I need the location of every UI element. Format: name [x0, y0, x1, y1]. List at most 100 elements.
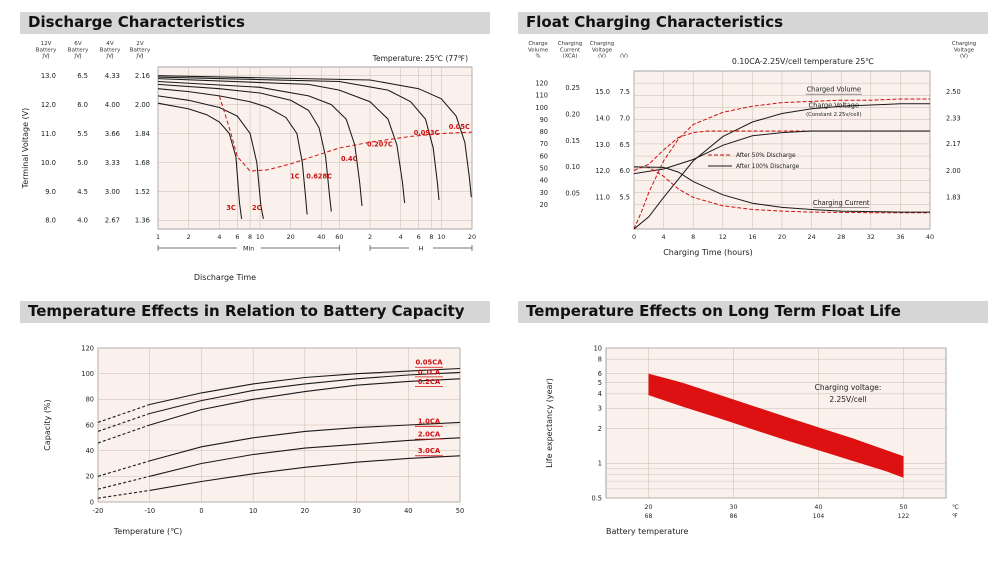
svg-text:80: 80 [86, 396, 94, 404]
svg-text:0.10CA-2.25V/cell temperature: 0.10CA-2.25V/cell temperature 25℃ [732, 57, 874, 66]
svg-text:8: 8 [691, 233, 695, 241]
svg-text:2C: 2C [252, 204, 262, 212]
svg-text:1.83: 1.83 [946, 194, 961, 202]
svg-text:8: 8 [598, 355, 602, 363]
svg-text:5: 5 [598, 379, 602, 387]
svg-text:2V: 2V [136, 41, 144, 47]
panel-title-float-charging: Float Charging Characteristics [518, 12, 988, 34]
svg-text:4.0: 4.0 [77, 217, 88, 225]
svg-text:6.5: 6.5 [77, 72, 88, 80]
svg-text:60: 60 [86, 421, 94, 429]
discharge-chart-svg: 12VBatteryJVJ13.012.011.010.09.08.06VBat… [21, 41, 476, 282]
svg-text:1C: 1C [290, 172, 300, 180]
svg-text:Voltage: Voltage [592, 47, 613, 53]
svg-text:6: 6 [417, 233, 421, 241]
svg-text:Capacity (%): Capacity (%) [43, 399, 52, 450]
svg-text:1.84: 1.84 [135, 130, 150, 138]
svg-text:Charging voltage:: Charging voltage: [815, 383, 882, 392]
svg-text:10: 10 [437, 233, 445, 241]
svg-text:12: 12 [719, 233, 727, 241]
svg-text:JVJ: JVJ [73, 54, 81, 60]
svg-text:0.05C: 0.05C [449, 123, 470, 131]
svg-text:0.207C: 0.207C [367, 141, 393, 149]
svg-text:11.0: 11.0 [595, 194, 610, 202]
svg-text:3.33: 3.33 [105, 159, 120, 167]
svg-text:H: H [419, 244, 424, 252]
panel-title-temp-capacity: Temperature Effects in Relation to Batte… [20, 301, 490, 323]
svg-text:40: 40 [926, 233, 934, 241]
svg-text:6.0: 6.0 [620, 167, 631, 175]
svg-text:Charging: Charging [952, 41, 976, 47]
svg-text:Charging: Charging [590, 41, 614, 47]
svg-text:50: 50 [899, 503, 907, 511]
svg-text:2.00: 2.00 [135, 101, 150, 109]
svg-text:1: 1 [598, 460, 602, 468]
svg-text:2: 2 [187, 233, 191, 241]
svg-text:8: 8 [429, 233, 433, 241]
svg-text:Charging Current: Charging Current [813, 199, 870, 207]
svg-text:JVJ: JVJ [41, 54, 49, 60]
svg-text:10.0: 10.0 [41, 159, 56, 167]
svg-text:70: 70 [540, 140, 548, 148]
svg-text:12V: 12V [41, 41, 52, 47]
svg-text:Terminal Voltage (V): Terminal Voltage (V) [21, 108, 30, 190]
svg-text:Charge Voltage: Charge Voltage [809, 101, 860, 109]
svg-text:(Constant 2.25v/cell): (Constant 2.25v/cell) [806, 112, 861, 118]
float-life-chart: Charging voltage: 2.25V/cell 10 8 6 5 4 3 2 1 0.5 2… [518, 326, 988, 556]
svg-text:20: 20 [644, 503, 652, 511]
float-life-chart-svg: Charging voltage:2.25V/cell1086543210.52… [545, 344, 959, 536]
svg-text:Battery: Battery [100, 47, 121, 53]
svg-text:3.0CA: 3.0CA [418, 447, 441, 455]
svg-text:10: 10 [256, 233, 264, 241]
svg-text:6.5: 6.5 [620, 141, 631, 149]
svg-text:1: 1 [156, 233, 160, 241]
svg-text:℃: ℃ [952, 504, 959, 511]
svg-text:7.5: 7.5 [620, 88, 631, 96]
svg-text:10: 10 [594, 344, 602, 352]
svg-text:Voltage: Voltage [954, 47, 975, 53]
svg-text:30: 30 [729, 503, 737, 511]
svg-text:JVJ: JVJ [135, 54, 143, 60]
svg-text:1.68: 1.68 [135, 159, 150, 167]
svg-text:40: 40 [540, 177, 548, 185]
svg-text:Current: Current [560, 47, 580, 53]
svg-text:4V: 4V [106, 41, 114, 47]
svg-text:-10: -10 [144, 507, 155, 515]
svg-text:5.5: 5.5 [77, 130, 88, 138]
svg-text:122: 122 [898, 513, 910, 520]
svg-text:Charging: Charging [558, 41, 582, 47]
svg-text:Life expectancy (year): Life expectancy (year) [545, 378, 554, 468]
svg-text:30: 30 [352, 507, 360, 515]
svg-text:20: 20 [86, 473, 94, 481]
svg-text:0.15: 0.15 [565, 137, 580, 145]
svg-text:0.2CA: 0.2CA [418, 378, 441, 386]
svg-text:3C: 3C [226, 204, 236, 212]
svg-text:12.0: 12.0 [595, 167, 610, 175]
temp-capacity-chart: 0.05CA 0.1CA 0.2CA 1.0CA 2.0CA 3.0CA 0 20 40 60 80… [20, 326, 490, 556]
svg-text:Battery temperature: Battery temperature [606, 527, 689, 536]
svg-text:40: 40 [86, 447, 94, 455]
svg-text:12.0: 12.0 [41, 101, 56, 109]
svg-text:1.36: 1.36 [135, 217, 150, 225]
svg-text:20: 20 [468, 233, 476, 241]
svg-text:0: 0 [632, 233, 636, 241]
svg-text:40: 40 [814, 503, 822, 511]
svg-text:20: 20 [540, 201, 548, 209]
svg-text:2: 2 [598, 425, 602, 433]
svg-text:32: 32 [867, 233, 875, 241]
datasheet-page: Discharge Characteristics 12V Battery JVJ 1… [20, 12, 988, 556]
svg-text:4: 4 [399, 233, 403, 241]
float-charging-chart-svg: ChargeVolume%1201101009080706050403020Ch… [528, 41, 976, 257]
svg-text:6V: 6V [74, 41, 82, 47]
svg-text:60: 60 [540, 152, 548, 160]
svg-text:-20: -20 [93, 507, 104, 515]
svg-text:0.1CA: 0.1CA [418, 368, 441, 376]
svg-text:4: 4 [662, 233, 666, 241]
svg-text:3.00: 3.00 [105, 188, 120, 196]
svg-text:2: 2 [368, 233, 372, 241]
svg-text:24: 24 [808, 233, 816, 241]
svg-text:0.628C: 0.628C [306, 172, 332, 180]
panel-title-float-life: Temperature Effects on Long Term Float L… [518, 301, 988, 323]
svg-text:3.66: 3.66 [105, 130, 120, 138]
